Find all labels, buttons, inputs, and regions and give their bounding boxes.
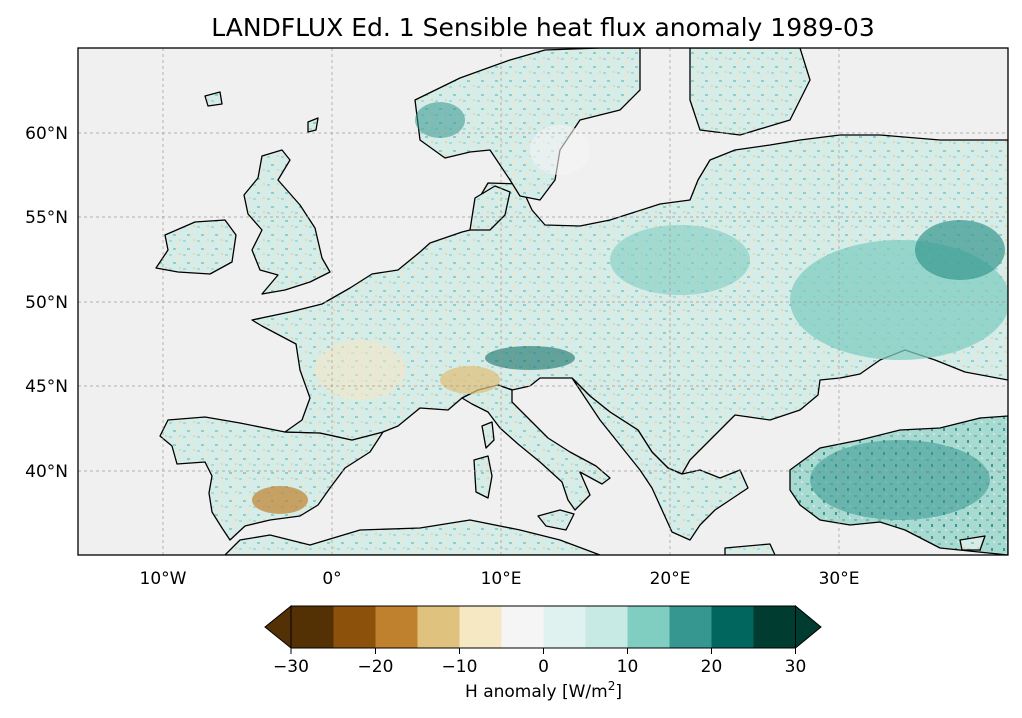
- colorbar-swatch: [711, 606, 754, 648]
- colorbar-tick-labels: −30 −20 −10 0 10 20 30: [273, 657, 806, 677]
- land-balkans: [571, 377, 749, 541]
- lon-tick-label: 10°E: [481, 569, 522, 589]
- colorbar-swatch: [585, 606, 628, 648]
- lon-tick-label: 20°E: [650, 569, 691, 589]
- colorbar-tick-label: 0: [538, 657, 549, 677]
- colorbar-tick-label: 10: [617, 657, 639, 677]
- anomaly-patch-sweden: [530, 125, 590, 175]
- map-frame: [77, 47, 1009, 556]
- anomaly-patch-france: [315, 340, 405, 400]
- lat-tick-label: 60°N: [25, 124, 68, 144]
- anomaly-patch-alps: [485, 346, 575, 370]
- lon-tick-labels: 10°W 0° 10°E 20°E 30°E: [140, 569, 860, 589]
- lat-tick-labels: 60°N 55°N 50°N 45°N 40°N: [25, 124, 68, 482]
- colorbar-tick-label: 20: [701, 657, 723, 677]
- colorbar-swatch: [669, 606, 712, 648]
- land-finland: [689, 48, 811, 136]
- land-corsica: [481, 421, 495, 449]
- land-great-britain: [243, 149, 331, 295]
- colorbar: −30 −20 −10 0 10 20 30 H anomaly [W/m2]: [264, 604, 822, 702]
- colorbar-tick-label: −10: [442, 657, 478, 677]
- lat-tick-label: 40°N: [25, 462, 68, 482]
- colorbar-label-main: H anomaly [W/m: [465, 682, 608, 702]
- colorbar-swatch: [543, 606, 586, 648]
- colorbar-ticks: [290, 648, 796, 654]
- anomaly-patch-turkey: [810, 440, 990, 520]
- anomaly-patch-norway: [415, 102, 465, 138]
- colorbar-tick-label: −30: [273, 657, 309, 677]
- lon-tick-label: 10°W: [140, 569, 187, 589]
- anomaly-patch-ukraine: [915, 220, 1005, 280]
- land-ireland: [155, 219, 237, 275]
- colorbar-tick-label: 30: [785, 657, 807, 677]
- land-faroe: [204, 91, 223, 107]
- land-sardinia: [473, 455, 493, 499]
- anomaly-patches: [252, 102, 1008, 520]
- lat-tick-label: 55°N: [25, 208, 68, 228]
- colorbar-swatch: [753, 606, 796, 648]
- colorbar-swatch: [417, 606, 460, 648]
- land-shetland: [307, 117, 319, 133]
- colorbar-label: H anomaly [W/m2]: [465, 679, 622, 702]
- land-mainland: [251, 134, 1008, 475]
- land-denmark: [469, 185, 511, 231]
- land-crete: [724, 543, 776, 555]
- colorbar-swatch: [459, 606, 502, 648]
- land-cyprus: [959, 535, 986, 551]
- map-area: [78, 48, 1008, 555]
- colorbar-extend-low: [264, 604, 292, 650]
- anomaly-patch-poland: [610, 225, 750, 295]
- map-title: LANDFLUX Ed. 1 Sensible heat flux anomal…: [211, 13, 875, 42]
- lat-tick-label: 45°N: [25, 377, 68, 397]
- colorbar-swatch: [501, 606, 544, 648]
- anomaly-patch-po-valley: [440, 366, 500, 394]
- lat-tick-label: 50°N: [25, 293, 68, 313]
- colorbar-label-sup: 2: [608, 679, 616, 693]
- colorbar-swatch: [333, 606, 376, 648]
- colorbar-tick-label: −20: [358, 657, 394, 677]
- anomaly-patch-spain-south: [252, 486, 308, 514]
- gridlines: [78, 48, 1008, 555]
- land-north-africa: [224, 519, 601, 555]
- lon-tick-label: 30°E: [819, 569, 860, 589]
- colorbar-swatch: [291, 606, 334, 648]
- land-italy: [461, 384, 611, 511]
- land-masses: [155, 48, 1008, 555]
- colorbar-extend-high: [795, 604, 822, 650]
- colorbar-swatch: [375, 606, 418, 648]
- colorbar-label-end: ]: [615, 682, 622, 702]
- colorbar-swatch: [627, 606, 670, 648]
- lon-tick-label: 0°: [322, 569, 341, 589]
- land-sicily: [537, 509, 575, 531]
